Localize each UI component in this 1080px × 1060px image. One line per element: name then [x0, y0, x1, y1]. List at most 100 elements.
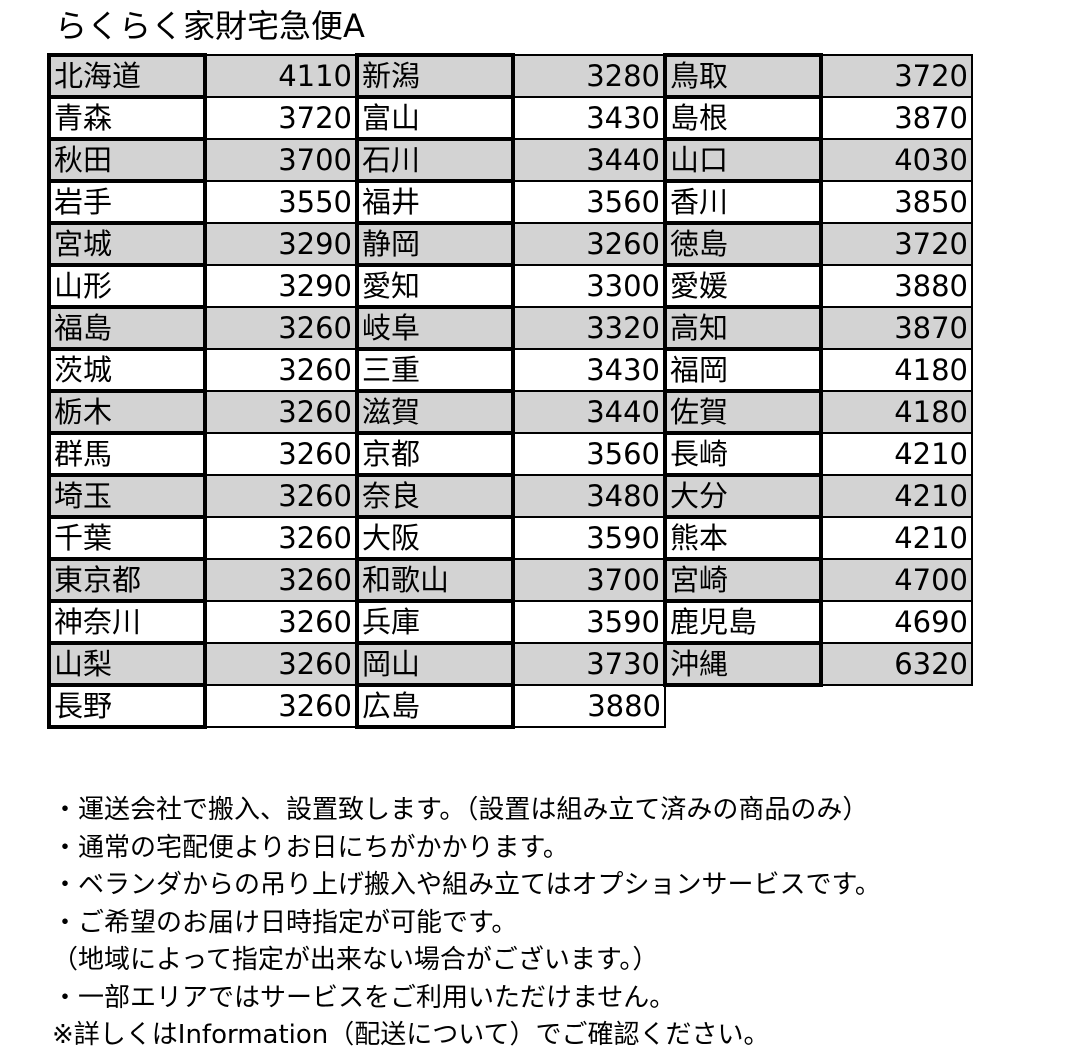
- price-cell: 6320: [820, 642, 973, 686]
- price-cell: 3430: [512, 348, 666, 392]
- prefecture-cell: 岩手: [47, 179, 207, 225]
- prefecture-cell: 山梨: [47, 641, 207, 687]
- price-cell: 4180: [820, 348, 973, 392]
- prefecture-cell: 北海道: [47, 53, 207, 99]
- price-cell: 3720: [820, 54, 973, 98]
- prefecture-cell: 新潟: [355, 53, 515, 99]
- price-cell: 3320: [512, 306, 666, 350]
- prefecture-cell: 香川: [663, 179, 823, 225]
- price-cell: 4210: [820, 432, 973, 476]
- price-cell: 4690: [820, 600, 973, 644]
- price-cell: 3260: [204, 390, 358, 434]
- prefecture-cell: 長崎: [663, 431, 823, 477]
- table-row: 神奈川 3260 兵庫 3590 鹿児島 4690: [47, 599, 973, 645]
- prefecture-cell: 大阪: [355, 515, 515, 561]
- prefecture-cell: 神奈川: [47, 599, 207, 645]
- prefecture-cell: 広島: [355, 683, 515, 729]
- price-cell: 3440: [512, 138, 666, 182]
- prefecture-cell: 佐賀: [663, 389, 823, 435]
- price-cell: 3260: [204, 306, 358, 350]
- prefecture-cell: 京都: [355, 431, 515, 477]
- price-cell: 4110: [204, 54, 358, 98]
- table-row: 北海道 4110 新潟 3280 鳥取 3720: [47, 53, 973, 99]
- table-row: 宮城 3290 静岡 3260 徳島 3720: [47, 221, 973, 267]
- price-cell: 3260: [204, 348, 358, 392]
- prefecture-cell: 静岡: [355, 221, 515, 267]
- price-cell: 4030: [820, 138, 973, 182]
- table-row: 茨城 3260 三重 3430 福岡 4180: [47, 347, 973, 393]
- table-row: 山梨 3260 岡山 3730 沖縄 6320: [47, 641, 973, 687]
- prefecture-cell: 宮崎: [663, 557, 823, 603]
- prefecture-cell: 千葉: [47, 515, 207, 561]
- prefecture-cell: 鳥取: [663, 53, 823, 99]
- price-cell: 3550: [204, 180, 358, 224]
- table-row: 山形 3290 愛知 3300 愛媛 3880: [47, 263, 973, 309]
- table-row: 長野 3260 広島 3880: [47, 683, 972, 729]
- table-row: 埼玉 3260 奈良 3480 大分 4210: [47, 473, 973, 519]
- prefecture-cell: 青森: [47, 95, 207, 141]
- price-cell: 3260: [204, 432, 358, 476]
- price-cell: 3870: [820, 96, 973, 140]
- price-cell: 3290: [204, 222, 358, 266]
- price-cell: 3480: [512, 474, 666, 518]
- price-cell: 4700: [820, 558, 973, 602]
- price-cell: 4210: [820, 474, 973, 518]
- prefecture-cell: 兵庫: [355, 599, 515, 645]
- prefecture-cell: 長野: [47, 683, 207, 729]
- price-cell: 4210: [820, 516, 973, 560]
- prefecture-cell: 埼玉: [47, 473, 207, 519]
- price-cell: 3850: [820, 180, 973, 224]
- note-line: （地域によって指定が出来ない場合がございます。）: [52, 945, 659, 975]
- note-line: ・運送会社で搬入、設置致します。（設置は組み立て済みの商品のみ）: [52, 795, 869, 825]
- price-cell: 3260: [204, 684, 358, 728]
- price-cell: 3260: [204, 516, 358, 560]
- prefecture-cell: 岐阜: [355, 305, 515, 351]
- prefecture-cell: 群馬: [47, 431, 207, 477]
- price-cell: 3560: [512, 180, 666, 224]
- price-cell: 3590: [512, 516, 666, 560]
- prefecture-cell: 東京都: [47, 557, 207, 603]
- table-row: 東京都 3260 和歌山 3700 宮崎 4700: [47, 557, 973, 603]
- prefecture-cell: 岡山: [355, 641, 515, 687]
- prefecture-cell: 石川: [355, 137, 515, 183]
- price-cell: 3260: [512, 222, 666, 266]
- empty-cell: [665, 685, 972, 727]
- price-cell: 3280: [512, 54, 666, 98]
- prefecture-cell: 愛媛: [663, 263, 823, 309]
- table-row: 福島 3260 岐阜 3320 高知 3870: [47, 305, 973, 351]
- prefecture-cell: 滋賀: [355, 389, 515, 435]
- prefecture-cell: 鹿児島: [663, 599, 823, 645]
- prefecture-cell: 愛知: [355, 263, 515, 309]
- price-cell: 3300: [512, 264, 666, 308]
- price-cell: 3880: [512, 684, 666, 728]
- table-row: 秋田 3700 石川 3440 山口 4030: [47, 137, 973, 183]
- price-cell: 3700: [512, 558, 666, 602]
- prefecture-cell: 福島: [47, 305, 207, 351]
- table-row: 群馬 3260 京都 3560 長崎 4210: [47, 431, 973, 477]
- prefecture-cell: 大分: [663, 473, 823, 519]
- prefecture-cell: 富山: [355, 95, 515, 141]
- prefecture-cell: 沖縄: [663, 641, 823, 687]
- page-title: らくらく家財宅急便A: [55, 7, 365, 45]
- price-cell: 3560: [512, 432, 666, 476]
- note-line: ・ベランダからの吊り上げ搬入や組み立てはオプションサービスです。: [52, 870, 881, 900]
- price-cell: 3430: [512, 96, 666, 140]
- shipping-rate-table: 北海道 4110 新潟 3280 鳥取 3720 青森 3720 富山 3430 島根 3870 秋田 3…: [47, 53, 973, 729]
- prefecture-cell: 福岡: [663, 347, 823, 393]
- prefecture-cell: 熊本: [663, 515, 823, 561]
- price-cell: 3720: [204, 96, 358, 140]
- price-cell: 4180: [820, 390, 973, 434]
- note-line: ・ご希望のお届け日時指定が可能です。: [52, 907, 518, 938]
- prefecture-cell: 奈良: [355, 473, 515, 519]
- prefecture-cell: 秋田: [47, 137, 207, 183]
- prefecture-cell: 三重: [355, 347, 515, 393]
- price-cell: 3720: [820, 222, 973, 266]
- table-row: 岩手 3550 福井 3560 香川 3850: [47, 179, 973, 225]
- price-cell: 3590: [512, 600, 666, 644]
- prefecture-cell: 福井: [355, 179, 515, 225]
- table-row: 栃木 3260 滋賀 3440 佐賀 4180: [47, 389, 973, 435]
- prefecture-cell: 山口: [663, 137, 823, 183]
- price-cell: 3870: [820, 306, 973, 350]
- price-cell: 3700: [204, 138, 358, 182]
- table-row: 青森 3720 富山 3430 島根 3870: [47, 95, 973, 141]
